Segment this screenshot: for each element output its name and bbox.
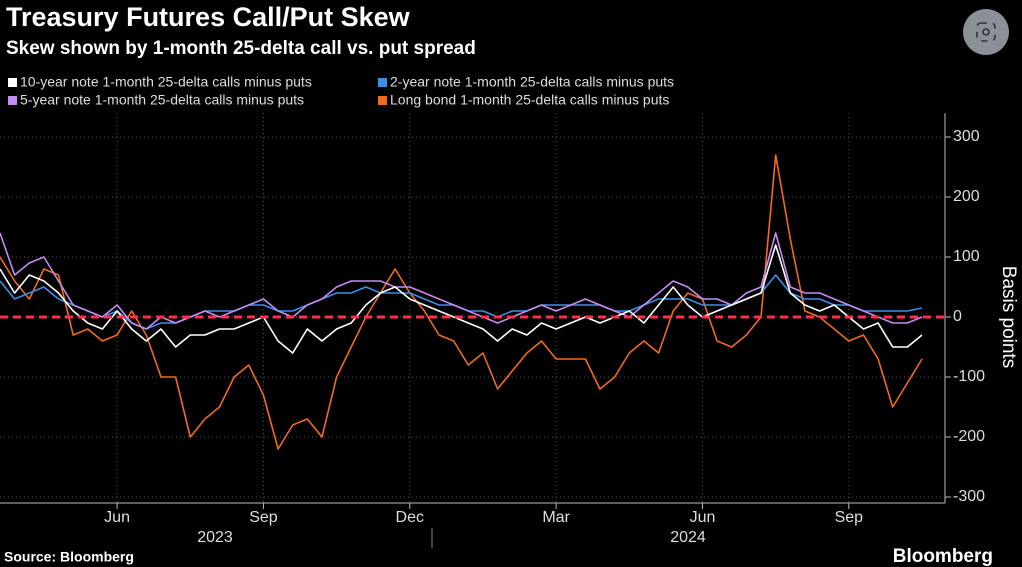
series-line (0, 232, 923, 330)
x-tick-label: Dec (396, 509, 424, 526)
y-tick-label: 0 (953, 308, 962, 325)
x-tick-label: Mar (542, 509, 570, 526)
x-group-label: 2024 (670, 529, 706, 546)
legend-swatch (8, 78, 17, 87)
y-tick-label: 300 (953, 128, 980, 145)
scan-icon[interactable] (963, 9, 1009, 55)
icon-circle[interactable] (963, 9, 1009, 55)
icon-frame (976, 22, 996, 42)
legend-label: Long bond 1-month 25-delta calls minus p… (390, 92, 669, 108)
chart-subtitle: Skew shown by 1-month 25-delta call vs. … (6, 38, 476, 59)
y-axis-label: Basis points (998, 266, 1019, 368)
icon-dot (982, 28, 990, 36)
x-tick-label: Sep (249, 509, 278, 526)
y-tick-label: 100 (953, 248, 980, 265)
source: Source: Bloomberg (4, 549, 134, 565)
x-tick-label: Jun (690, 509, 716, 526)
legend-swatch (378, 96, 387, 105)
chart-title: Treasury Futures Call/Put Skew (6, 2, 411, 32)
series-line (0, 244, 923, 354)
x-tick-label: Jun (104, 509, 130, 526)
legend-label: 10-year note 1-month 25-delta calls minu… (20, 74, 312, 90)
series-line (0, 154, 923, 450)
y-tick-label: 200 (953, 188, 980, 205)
x-group-label: 2023 (197, 529, 233, 546)
y-tick-label: -100 (953, 368, 985, 385)
y-tick-label: -200 (953, 428, 985, 445)
x-tick-label: Sep (835, 509, 864, 526)
legend-label: 5-year note 1-month 25-delta calls minus… (20, 92, 304, 108)
y-tick-label: -300 (953, 488, 985, 505)
legend-swatch (8, 96, 17, 105)
brand: Bloomberg (893, 546, 993, 567)
legend-swatch (378, 78, 387, 87)
legend-label: 2-year note 1-month 25-delta calls minus… (390, 74, 674, 90)
